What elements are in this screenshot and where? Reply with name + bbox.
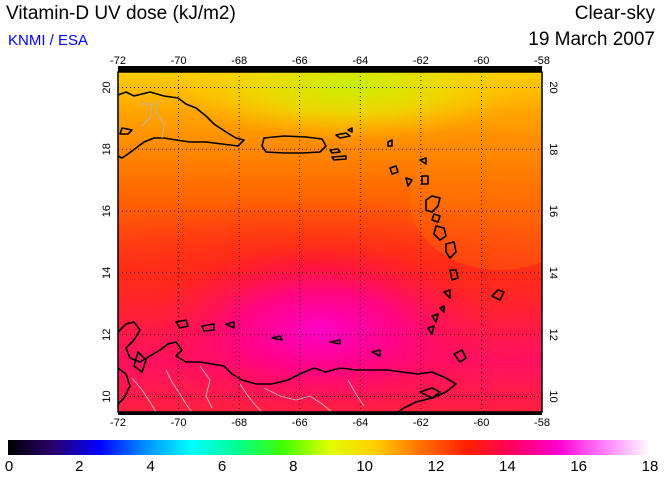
longitude-tick-label: -68 (231, 55, 247, 67)
latitude-tick-label: 20 (101, 81, 113, 93)
longitude-tick-label: -64 (352, 55, 368, 67)
latitude-tick-label: 16 (547, 205, 559, 217)
coastlines (118, 91, 505, 412)
colorbar-tick-label: 6 (217, 458, 227, 475)
sky-condition-label: Clear-sky (574, 3, 655, 24)
colorbar-tick-label: 2 (75, 458, 84, 475)
latitude-ticks-left: 10 12 14 16 18 20 (101, 81, 113, 402)
longitude-tick-label: -72 (110, 417, 126, 429)
date-label: 19 March 2007 (528, 29, 655, 50)
colorbar-tick-label: 4 (146, 458, 155, 475)
colorbar-tick-label: 8 (289, 458, 298, 475)
latitude-tick-label: 14 (101, 267, 113, 279)
longitude-ticks-bottom: -72 -70 -68 -66 -64 -62 -60 -58 (110, 417, 550, 429)
bottom-axis-bar (118, 412, 542, 415)
latitude-tick-label: 14 (547, 267, 559, 279)
colorbar-tick-label: 18 (641, 458, 659, 475)
longitude-tick-label: -70 (171, 417, 187, 429)
longitude-tick-label: -68 (231, 417, 247, 429)
uv-field (118, 72, 542, 412)
longitude-tick-label: -58 (534, 55, 550, 67)
country-borders (131, 99, 365, 412)
latitude-tick-label: 18 (101, 143, 113, 155)
longitude-tick-label: -70 (171, 55, 187, 67)
latitude-ticks-right: 10 12 14 16 18 20 (547, 81, 559, 402)
credit-label: KNMI / ESA (8, 32, 89, 49)
longitude-tick-label: -64 (352, 417, 368, 429)
latitude-tick-label: 12 (547, 329, 559, 341)
longitude-tick-label: -72 (110, 55, 126, 67)
longitude-tick-label: -62 (413, 55, 429, 67)
top-axis-bar (118, 66, 542, 72)
longitude-tick-label: -60 (473, 417, 489, 429)
latitude-tick-label: 18 (547, 143, 559, 155)
latitude-tick-label: 10 (547, 390, 559, 402)
latitude-tick-label: 10 (101, 390, 113, 402)
longitude-ticks-top: -72 -70 -68 -66 -64 -62 -60 -58 (110, 55, 550, 67)
colorbar-tick-label: 14 (498, 458, 516, 475)
longitude-tick-label: -66 (292, 55, 308, 67)
map-title: Vitamin-D UV dose (kJ/m2) (6, 3, 236, 24)
longitude-tick-label: -58 (534, 417, 550, 429)
colorbar-tick-label: 16 (570, 458, 587, 475)
colorbar-tick-label: 0 (4, 458, 14, 475)
latitude-tick-label: 16 (101, 205, 113, 217)
colorbar (8, 440, 650, 455)
latitude-tick-label: 12 (101, 329, 113, 341)
colorbar-tick-label: 12 (427, 458, 445, 475)
latitude-tick-label: 20 (547, 81, 559, 93)
colorbar-tick-label: 10 (356, 458, 373, 475)
longitude-tick-label: -60 (473, 55, 489, 67)
longitude-tick-label: -66 (292, 417, 308, 429)
longitude-tick-label: -62 (413, 417, 429, 429)
